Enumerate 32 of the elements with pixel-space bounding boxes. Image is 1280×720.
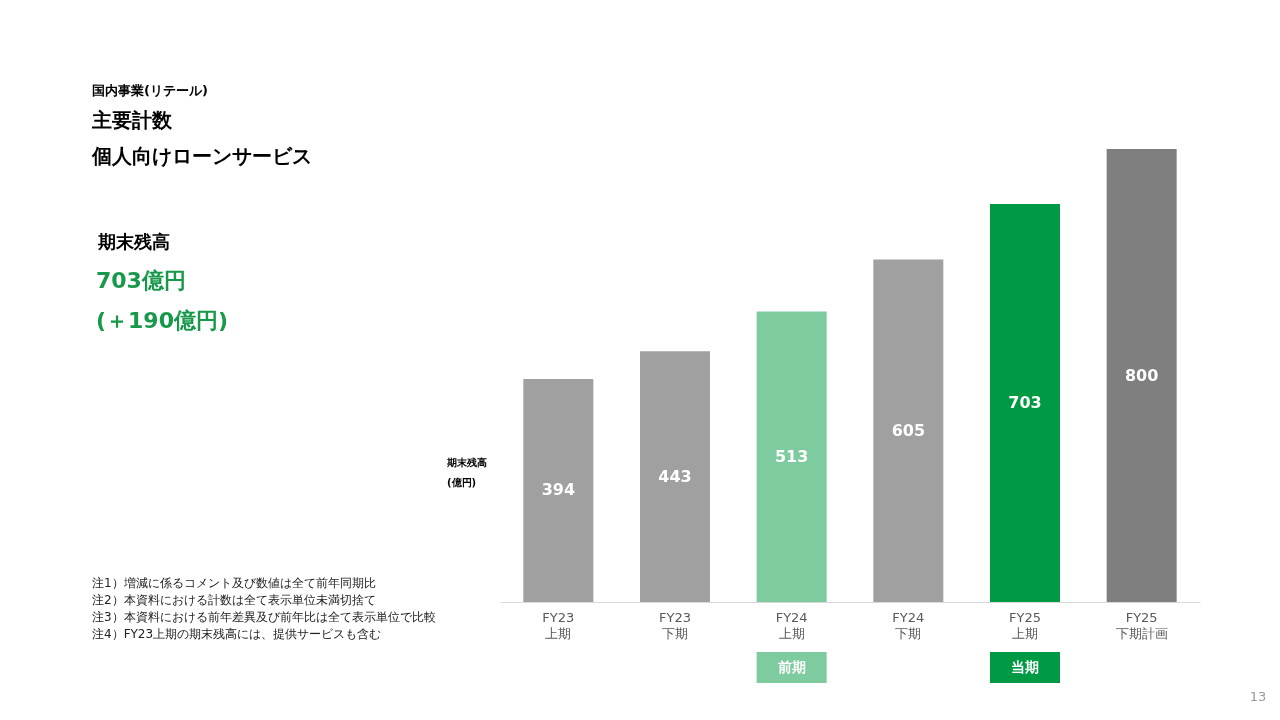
text: 注1）増減に係るコメント及び数値は全て前年同期比 xyxy=(92,576,376,590)
bar xyxy=(756,311,827,602)
text: 個人向けローンサービス xyxy=(91,144,312,168)
text: 主要計数 xyxy=(91,108,173,132)
data-label: 513 xyxy=(774,446,809,466)
x-tick-label: FY25 上期 xyxy=(1009,609,1041,641)
text: 国内事業(リテール) xyxy=(92,83,208,98)
data-label: 443 xyxy=(658,466,692,486)
x-tick-label: FY23 上期 xyxy=(542,609,575,641)
bar xyxy=(640,351,710,602)
bar xyxy=(990,203,1060,602)
x-tick-label: FY24 下期 xyxy=(892,609,925,641)
text: 注4）FY23上期の期末残高には、提供サービスも含む xyxy=(92,627,382,641)
x-tick-label: FY24 上期 xyxy=(775,609,808,641)
text: 期末残高 xyxy=(97,231,170,252)
data-label: 800 xyxy=(1124,365,1159,385)
data-label: 605 xyxy=(891,420,926,440)
bar xyxy=(523,378,594,602)
text: 703億円 xyxy=(96,268,186,293)
x-tick-label: FY23 下期 xyxy=(659,609,691,641)
text: 13 xyxy=(1249,689,1267,704)
text: 当期 xyxy=(1011,659,1039,675)
text: 注2）本資料における計数は全て表示単位未満切捨て xyxy=(92,593,376,607)
x-tick-label: FY25 下期計画 xyxy=(1115,609,1168,641)
data-label: 703 xyxy=(1008,392,1042,412)
text: 前期 xyxy=(776,659,806,675)
y-axis-title: 期末残高 (億円) xyxy=(446,457,487,488)
data-label: 394 xyxy=(541,480,576,500)
bar xyxy=(873,259,944,602)
text: 注3）本資料における前年差異及び前年比は全て表示単位で比較 xyxy=(92,610,436,624)
text: (＋190億円) xyxy=(96,308,229,333)
bar xyxy=(1106,149,1177,602)
